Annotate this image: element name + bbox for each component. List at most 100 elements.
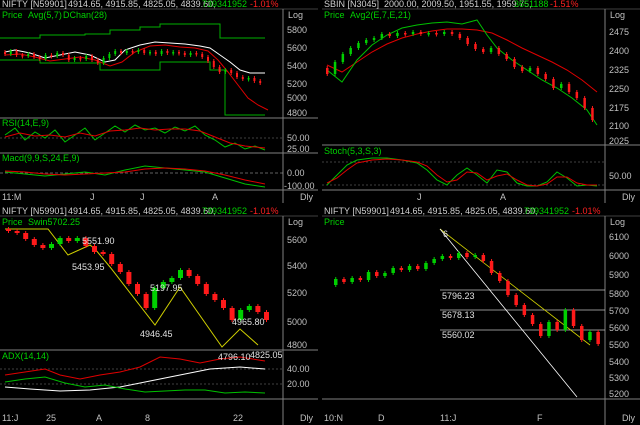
period-label[interactable]: Dly [300,192,313,202]
candle-body [23,233,29,239]
price-tick: 2250 [609,84,629,94]
candle-body [419,32,423,34]
candle-body [73,58,76,60]
candle-body [264,312,269,320]
level-label: 5678.13 [442,310,475,320]
candle-body [186,270,192,276]
candle-body [66,238,72,241]
indicator-swing-label: Swin5702.25 [28,217,80,227]
scale-log-label[interactable]: Log [610,217,625,227]
candle-body [44,55,47,59]
swing-label: 4946.45 [140,329,173,339]
candle-body [259,81,262,83]
candle-body [481,255,486,261]
candle-body [120,51,122,53]
price-tick: 5700 [609,306,629,316]
candle-body [236,73,238,77]
scale-log-label[interactable]: Log [288,10,303,20]
candle-body [567,84,571,92]
candle-body [67,55,70,60]
candle-body [358,278,363,280]
candle-body [212,61,215,67]
period-label[interactable]: Dly [622,192,635,202]
candle-body [466,38,469,44]
date-label: J [140,192,145,202]
price-tick: 6000 [609,251,629,261]
candle-body [229,308,235,320]
candle-body [33,54,35,57]
candle-body [440,256,445,259]
chart-panel-nifty-dchan[interactable]: NIFTY [N59901] 4914.65, 4915.85, 4825.05… [0,0,318,203]
candle-body [149,52,151,54]
price-tick: 5600 [609,323,629,333]
candle-body [450,32,454,34]
period-label[interactable]: Dly [622,413,635,423]
price-tick: 5300 [609,373,629,383]
candle-body [424,263,428,269]
candle-body [435,33,438,35]
candle-body [536,68,540,74]
scale-log-label[interactable]: Log [288,217,303,227]
candle-body [160,282,166,288]
candle-body [349,48,352,54]
nifty-swing-chart[interactable]: NIFTY [N59901] 4914.65, 4915.85, 4825.05… [0,207,318,425]
candle-body [241,77,244,79]
candle-body [4,52,6,54]
candle-body [432,259,436,263]
candle-body [448,256,453,258]
date-label: F [537,413,543,423]
candle-body [575,92,579,98]
candle-body [399,268,404,270]
candle-body [109,254,115,264]
header-volume: 3651188 [514,0,548,9]
period-label[interactable]: Dly [300,413,313,423]
candle-body [224,70,227,72]
scale-log-label[interactable]: Log [610,10,625,20]
candle-body [91,56,93,60]
candle-body [366,272,371,280]
chart-panel-sbin-avg[interactable]: SBIN [N3045] 2000.00, 2009.50, 1951.55, … [322,0,640,203]
date-label: 11:J [440,413,456,423]
rsi-tick: 25.00 [287,144,310,154]
candle-body [201,54,204,57]
indicator-price-label: Price [324,217,345,227]
chart-panel-nifty-swing[interactable]: NIFTY [N59901] 4914.65, 4915.85, 4825.05… [0,207,318,425]
candle-body [102,58,105,63]
candle-body [544,74,547,79]
candle-body [160,51,163,54]
price-tick: 2100 [609,121,629,131]
candle-body [552,79,555,88]
candle-body [528,68,532,71]
price-tick: 2400 [609,46,629,56]
price-tick: 2325 [609,65,629,75]
level-label: 6 [443,229,448,239]
candle-body [583,98,586,108]
candle-body [255,306,261,312]
chart-panel-nifty-channel[interactable]: NIFTY [N59901] 4914.65, 4915.85, 4825.05… [322,207,640,425]
candle-body [457,253,461,258]
nifty-dchan-chart[interactable]: NIFTY [N59901] 4914.65, 4915.85, 4825.05… [0,0,318,203]
nifty-channel-chart[interactable]: NIFTY [N59901] 4914.65, 4915.85, 4825.05… [322,207,640,425]
candle-body [108,54,111,58]
date-label: 10:N [324,413,343,423]
price-tick: 5200 [287,288,307,298]
header-change: -1.01% [250,207,279,216]
rsi-label: RSI(14,E,9) [2,118,49,128]
level-label: 5560.02 [442,330,475,340]
candle-body [482,49,485,52]
candle-body [50,55,53,57]
candle-body [505,54,508,59]
price-tick: 5800 [287,25,307,35]
candle-body [555,322,559,330]
candle-body [388,34,391,36]
date-label: D [378,413,385,423]
candle-body [465,253,469,257]
header-volume: 739341952 [524,207,569,216]
header-volume: 739341952 [202,0,247,9]
indicator-dchan-label: DChan(28) [63,10,107,20]
candle-body [497,48,501,54]
candle-body [560,84,563,88]
candle-body [588,332,592,340]
sbin-avg-chart[interactable]: SBIN [N3045] 2000.00, 2009.50, 1951.55, … [322,0,640,203]
price-tick: 2175 [609,103,629,113]
